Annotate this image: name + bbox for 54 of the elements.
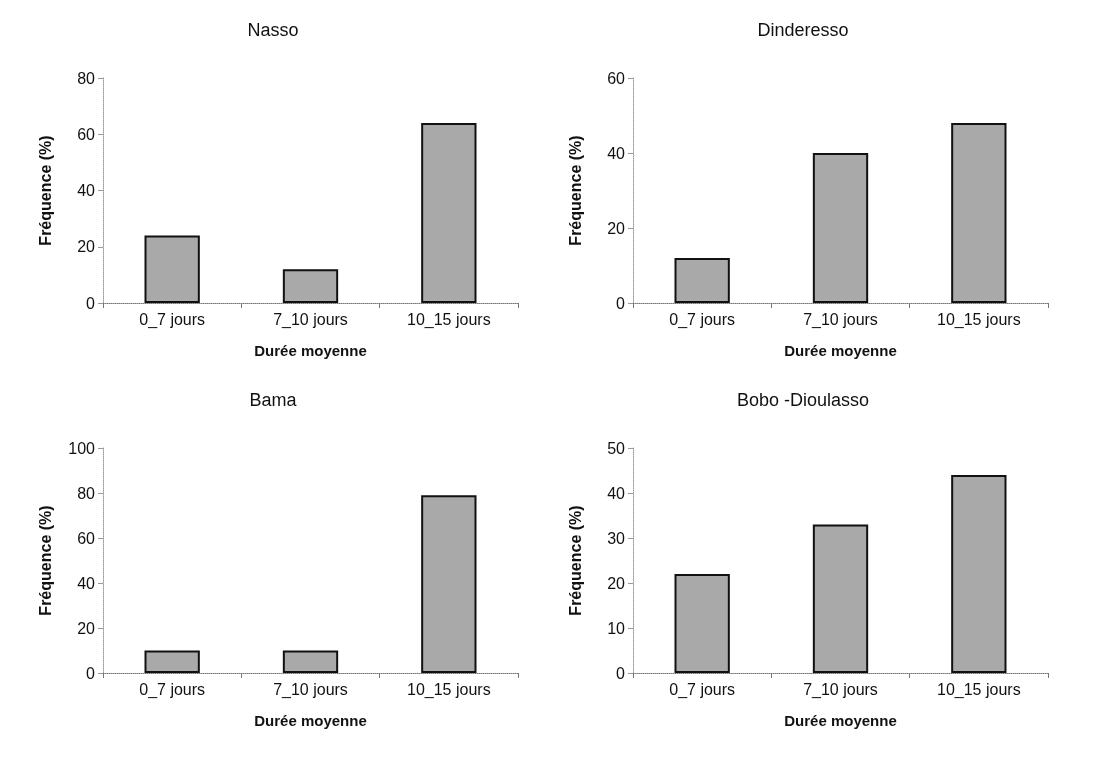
- x-tick-label: 0_7 jours: [669, 680, 736, 699]
- x-tick-label: 7_10 jours: [803, 680, 878, 699]
- y-tick-label: 20: [77, 238, 96, 256]
- chart-title: Bama: [249, 390, 298, 410]
- bar: [812, 153, 869, 303]
- y-tick-label: 60: [77, 529, 96, 547]
- y-axis-title: Fréquence (%): [36, 135, 54, 246]
- y-tick-label: 40: [607, 144, 626, 162]
- y-axis-title: Fréquence (%): [566, 505, 584, 616]
- y-tick-label: 0: [86, 294, 96, 312]
- y-tick-label: 20: [77, 619, 96, 637]
- y-tick-label: 20: [607, 219, 626, 237]
- x-tick-label: 10_15 jours: [937, 680, 1021, 699]
- y-tick-label: 50: [607, 439, 626, 457]
- y-tick-label: 40: [77, 182, 96, 199]
- chart-title: Bobo -Dioulasso: [736, 390, 870, 410]
- y-tick-label: 40: [77, 574, 96, 592]
- y-tick-label: 0: [86, 664, 96, 682]
- chart-title: Dinderesso: [757, 20, 849, 40]
- y-tick-label: 0: [616, 664, 626, 682]
- y-tick-label: 10: [607, 619, 626, 637]
- x-tick-label: 0_7 jours: [139, 680, 206, 699]
- x-tick-label: 0_7 jours: [139, 310, 206, 329]
- x-axis-title: Durée moyenne: [254, 712, 367, 729]
- y-axis-title: Fréquence (%): [36, 505, 54, 616]
- x-tick-label: 10_15 jours: [937, 310, 1021, 329]
- bar: [421, 123, 477, 303]
- chart-title: Nasso: [247, 20, 299, 40]
- y-tick-label: 80: [77, 69, 96, 87]
- y-tick-label: 20: [607, 574, 626, 592]
- bar: [951, 123, 1007, 303]
- x-axis-title: Durée moyenne: [784, 712, 897, 729]
- y-tick-label: 80: [77, 484, 96, 502]
- y-tick-label: 40: [607, 484, 626, 502]
- bar: [282, 269, 339, 303]
- y-tick-label: 0: [616, 294, 626, 312]
- x-tick-label: 0_7 jours: [669, 310, 736, 329]
- x-tick-label: 7_10 jours: [273, 680, 348, 699]
- bar: [951, 475, 1007, 673]
- bar: [674, 574, 730, 673]
- y-tick-label: 60: [77, 125, 96, 143]
- x-tick-label: 7_10 jours: [803, 310, 878, 329]
- y-axis-title: Fréquence (%): [566, 135, 584, 246]
- x-axis-title: Durée moyenne: [784, 342, 897, 359]
- y-tick-label: 60: [607, 69, 626, 87]
- x-tick-label: 10_15 jours: [407, 680, 491, 699]
- bar: [812, 524, 869, 673]
- bar: [144, 235, 200, 303]
- x-axis-title: Durée moyenne: [254, 342, 367, 359]
- x-tick-label: 7_10 jours: [273, 310, 348, 329]
- bar: [674, 258, 730, 303]
- y-tick-label: 30: [607, 529, 626, 547]
- x-tick-label: 10_15 jours: [407, 310, 491, 329]
- y-tick-label: 100: [68, 439, 96, 457]
